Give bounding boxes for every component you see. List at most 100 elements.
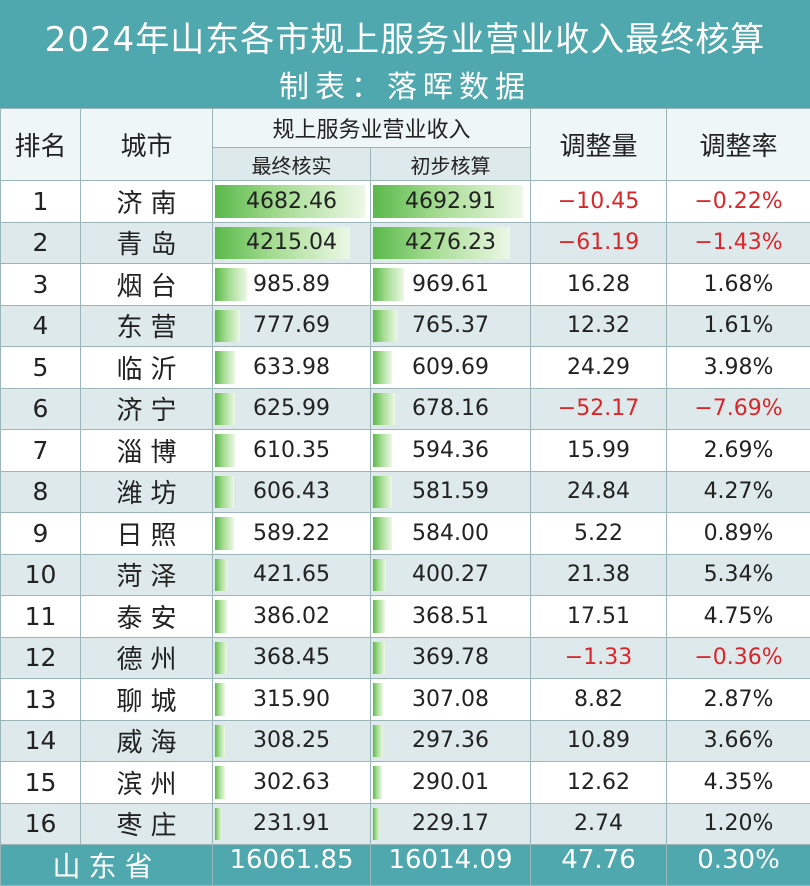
city-cell: 烟台 (81, 264, 213, 306)
final-value: 610.35 (253, 438, 330, 463)
city-cell: 日照 (81, 513, 213, 555)
initial-cell: 229.17 (371, 803, 531, 845)
rate-cell: 4.35% (667, 762, 810, 804)
initial-bar (373, 559, 386, 592)
adjustment-cell: 24.29 (531, 347, 667, 389)
final-bar (215, 683, 225, 716)
rank-cell: 4 (1, 305, 81, 347)
initial-cell: 307.08 (371, 679, 531, 721)
city-cell: 德州 (81, 637, 213, 679)
rate-cell: −1.43% (667, 222, 810, 264)
adjustment-cell: −10.45 (531, 181, 667, 223)
final-bar (215, 766, 225, 799)
final-value: 589.22 (253, 521, 330, 546)
city-cell: 泰安 (81, 596, 213, 638)
final-cell: 633.98 (213, 347, 371, 389)
initial-cell: 4276.23 (371, 222, 531, 264)
city-cell: 聊城 (81, 679, 213, 721)
city-cell: 枣庄 (81, 803, 213, 845)
final-cell: 4215.04 (213, 222, 371, 264)
adjustment-cell: 12.62 (531, 762, 667, 804)
rank-cell: 11 (1, 596, 81, 638)
column-header-revenue-group: 规上服务业营业收入 (213, 109, 531, 148)
final-value: 985.89 (253, 272, 330, 297)
final-bar (215, 476, 234, 509)
initial-bar (373, 434, 392, 467)
final-bar (215, 600, 227, 633)
rank-cell: 2 (1, 222, 81, 264)
final-value: 777.69 (253, 313, 330, 338)
final-cell: 231.91 (213, 803, 371, 845)
total-rate: 0.30% (667, 845, 810, 886)
rate-cell: 2.69% (667, 430, 810, 472)
final-bar (215, 393, 235, 426)
adjustment-cell: 2.74 (531, 803, 667, 845)
rate-cell: 3.66% (667, 720, 810, 762)
initial-value: 369.78 (412, 645, 489, 670)
rank-cell: 15 (1, 762, 81, 804)
adjustment-cell: −52.17 (531, 388, 667, 430)
city-cell: 东营 (81, 305, 213, 347)
column-header-final: 最终核实 (213, 148, 371, 181)
adjustment-cell: 10.89 (531, 720, 667, 762)
chart-header: 2024年山东各市规上服务业营业收入最终核算 制表：落晖数据 (0, 0, 810, 108)
rate-cell: 2.87% (667, 679, 810, 721)
initial-cell: 368.51 (371, 596, 531, 638)
initial-bar (373, 642, 385, 675)
rank-cell: 5 (1, 347, 81, 389)
rank-cell: 7 (1, 430, 81, 472)
final-bar (215, 725, 225, 758)
city-cell: 临沂 (81, 347, 213, 389)
final-cell: 368.45 (213, 637, 371, 679)
final-bar (215, 434, 235, 467)
final-cell: 308.25 (213, 720, 371, 762)
initial-value: 290.01 (412, 770, 489, 795)
final-cell: 985.89 (213, 264, 371, 306)
rate-cell: −0.36% (667, 637, 810, 679)
chart-title: 2024年山东各市规上服务业营业收入最终核算 (0, 12, 810, 61)
initial-bar (373, 600, 385, 633)
initial-bar (373, 517, 392, 550)
rate-cell: 4.75% (667, 596, 810, 638)
city-cell: 青岛 (81, 222, 213, 264)
initial-value: 678.16 (412, 396, 489, 421)
initial-cell: 609.69 (371, 347, 531, 389)
adjustment-cell: 8.82 (531, 679, 667, 721)
city-cell: 菏泽 (81, 554, 213, 596)
adjustment-cell: 15.99 (531, 430, 667, 472)
final-value: 368.45 (253, 645, 330, 670)
final-value: 4215.04 (246, 230, 337, 255)
final-value: 606.43 (253, 479, 330, 504)
final-value: 386.02 (253, 604, 330, 629)
total-final: 16061.85 (213, 845, 371, 886)
rank-cell: 13 (1, 679, 81, 721)
city-cell: 滨州 (81, 762, 213, 804)
adjustment-cell: 16.28 (531, 264, 667, 306)
final-bar (215, 268, 247, 301)
initial-value: 4276.23 (405, 230, 496, 255)
final-bar (215, 808, 222, 841)
total-label: 山东省 (1, 845, 213, 886)
initial-value: 4692.91 (405, 189, 496, 214)
initial-cell: 290.01 (371, 762, 531, 804)
chart-subtitle: 制表：落晖数据 (0, 62, 810, 106)
final-cell: 589.22 (213, 513, 371, 555)
city-cell: 淄博 (81, 430, 213, 472)
initial-value: 307.08 (412, 687, 489, 712)
rank-cell: 10 (1, 554, 81, 596)
rank-cell: 16 (1, 803, 81, 845)
adjustment-cell: 21.38 (531, 554, 667, 596)
initial-value: 594.36 (412, 438, 489, 463)
initial-cell: 765.37 (371, 305, 531, 347)
rank-cell: 14 (1, 720, 81, 762)
final-cell: 315.90 (213, 679, 371, 721)
